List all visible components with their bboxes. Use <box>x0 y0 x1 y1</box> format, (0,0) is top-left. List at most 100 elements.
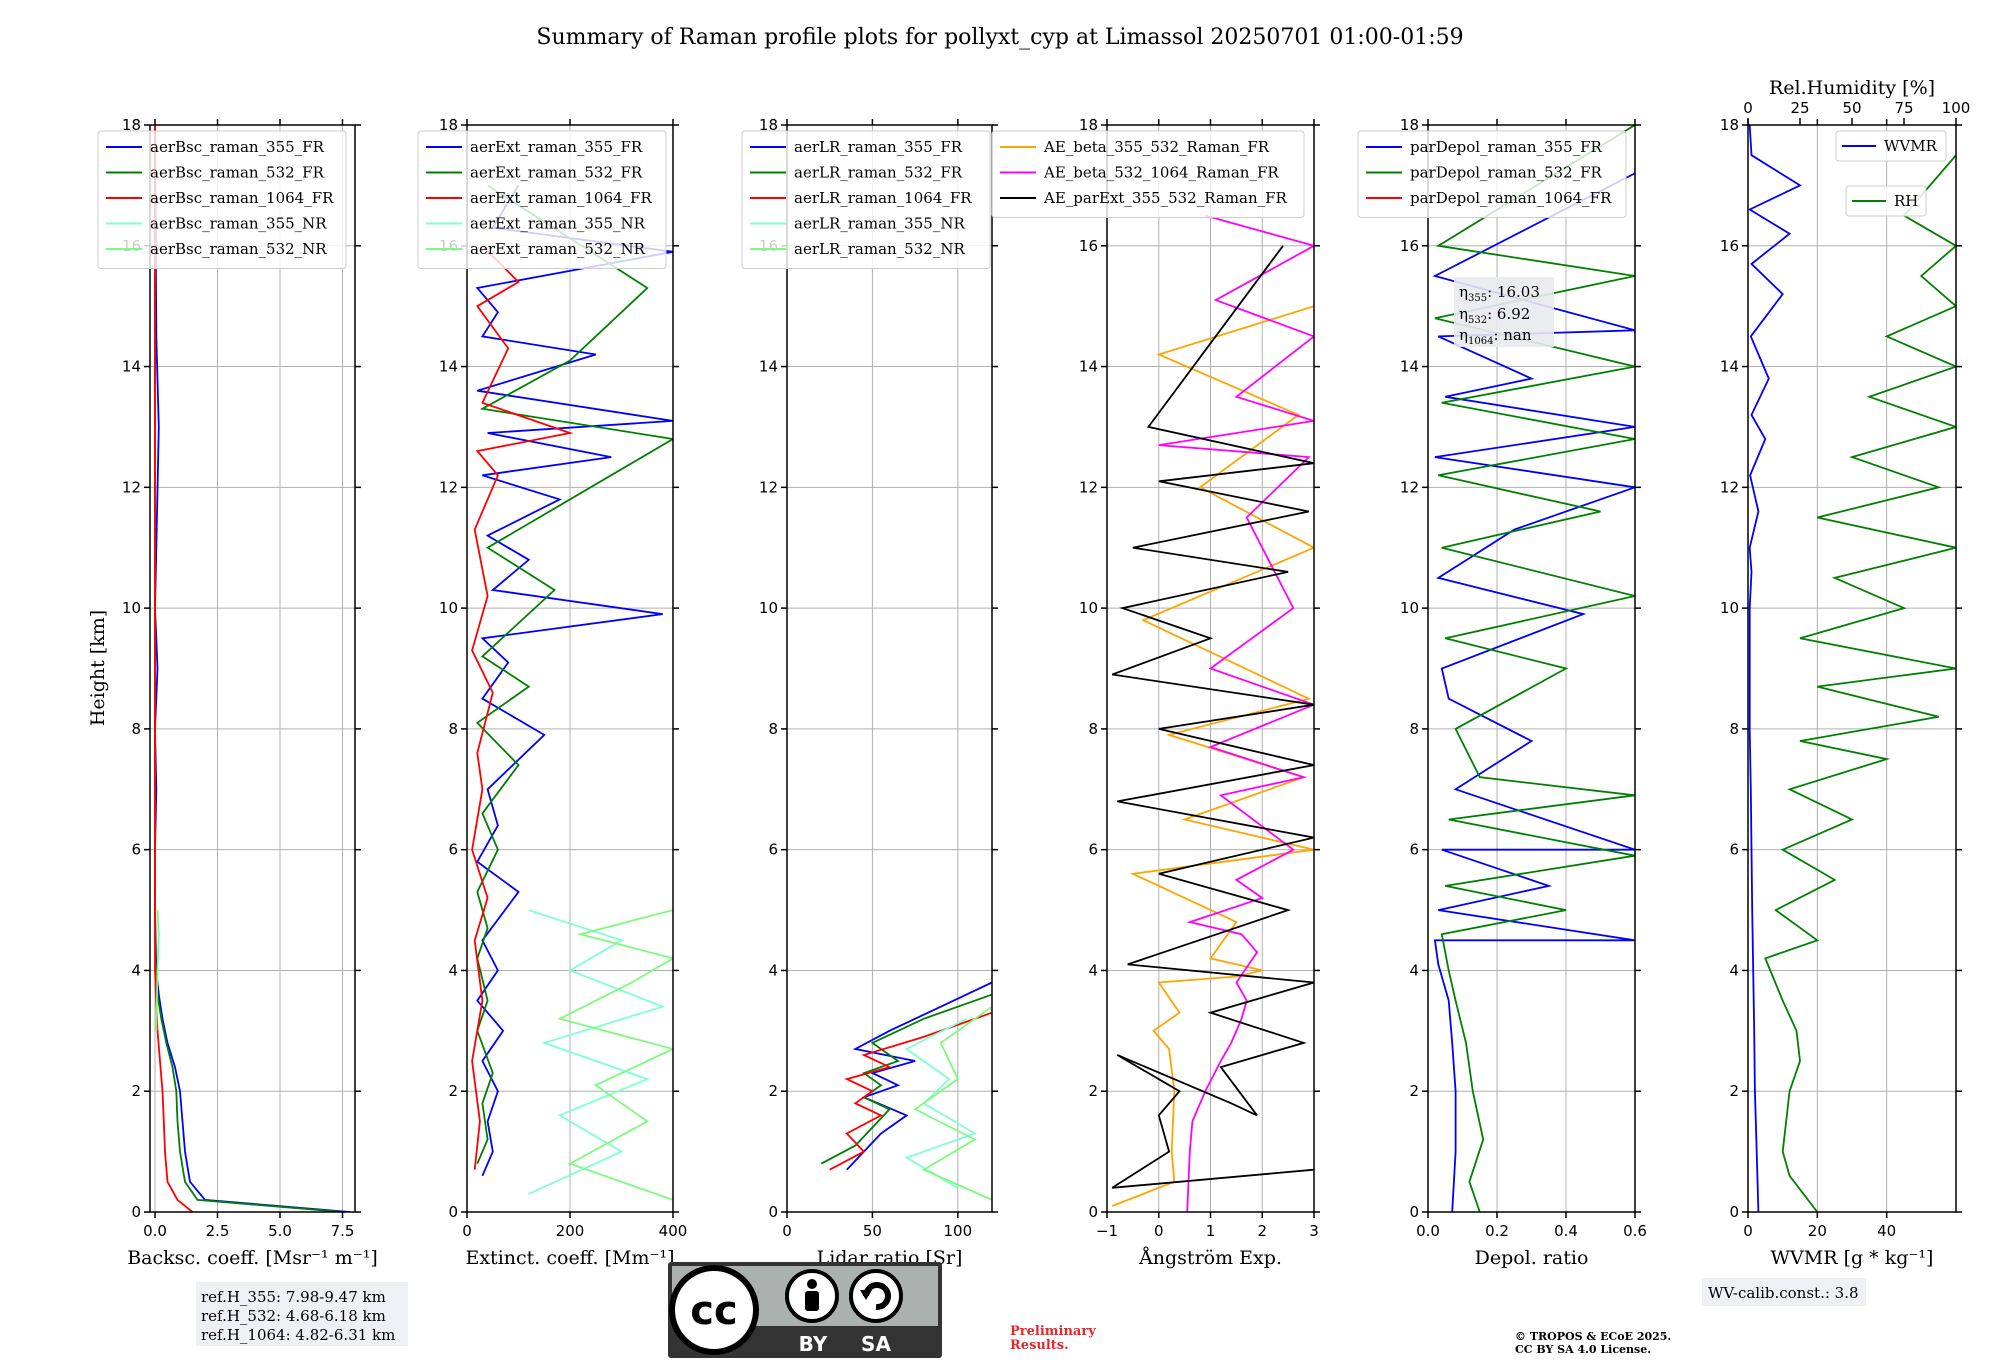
y-tick-label: 0 <box>768 1203 778 1221</box>
by-person-head <box>807 1279 817 1289</box>
x-axis-label: Ångström Exp. <box>1138 1247 1282 1269</box>
series-AE_beta_355_532_Raman_FR <box>1111 305 1314 1207</box>
x-tick-label: 0.6 <box>1623 1222 1647 1240</box>
y-tick-label: 8 <box>1088 720 1098 738</box>
y-axis-label: Height [km] <box>87 610 109 726</box>
series-aerBsc_raman_1064_FR <box>154 125 194 1212</box>
ref-height-532: ref.H_532: 4.68-6.18 km <box>201 1307 386 1325</box>
legend-label: aerLR_raman_355_NR <box>794 215 965 233</box>
x-tick-label: 0 <box>1743 1222 1753 1240</box>
y-tick-label: 18 <box>1079 116 1098 134</box>
series-parDepol_raman_355_FR <box>1432 172 1635 1212</box>
by-person-body <box>805 1291 819 1311</box>
x-tick-label: 0 <box>1154 1222 1164 1240</box>
legend-label: aerLR_raman_355_FR <box>794 138 963 156</box>
axes-frame <box>1747 124 1957 1213</box>
x-tick-label: 40 <box>1877 1222 1896 1240</box>
series-aerExt_raman_532_FR <box>475 184 673 1165</box>
y-tick-label: 0 <box>448 1203 458 1221</box>
x-tick-label: 0.2 <box>1485 1222 1509 1240</box>
y-tick-label: 8 <box>768 720 778 738</box>
legend: aerBsc_raman_355_FR aerBsc_raman_532_FRae… <box>97 130 347 269</box>
series-aerLR_raman_355_FR <box>846 981 992 1171</box>
x-tick-label: 100 <box>944 1222 973 1240</box>
legend-label: RH <box>1894 192 1918 210</box>
legend: aerExt_raman_355_FR aerExt_raman_532_FRae… <box>417 130 667 269</box>
wv-calib-const: WV-calib.const.: 3.8 <box>1708 1284 1859 1302</box>
y-tick-label: 18 <box>439 116 458 134</box>
y-tick-label: 14 <box>122 358 141 376</box>
axes-frame <box>786 124 993 1213</box>
legend-box <box>991 130 1305 218</box>
series-aerExt_raman_355_NR <box>528 909 666 1195</box>
ref-height-355: ref.H_355: 7.98-9.47 km <box>201 1288 386 1306</box>
panel-ext: 0246810121416180200400Extinct. coeff. [M… <box>417 116 687 1269</box>
legend: aerLR_raman_355_FR aerLR_raman_532_FR aerL… <box>741 130 991 269</box>
wv-calib-info: WV-calib.const.: 3.8 <box>1702 1278 1866 1306</box>
y-tick-label: 6 <box>768 841 778 859</box>
y-tick-label: 6 <box>1409 841 1419 859</box>
y-tick-label: 10 <box>759 599 778 617</box>
y-tick-label: 2 <box>768 1082 778 1100</box>
legend-label: AE_parExt_355_532_Raman_FR <box>1043 189 1288 207</box>
x-tick-label: 0.0 <box>143 1222 167 1240</box>
y-tick-label: 0 <box>1729 1203 1739 1221</box>
x-tick-label: 3 <box>1309 1222 1319 1240</box>
x-tick-label: 20 <box>1808 1222 1827 1240</box>
legend-label: aerBsc_raman_355_NR <box>150 215 327 233</box>
x2-axis-label: Rel.Humidity [%] <box>1769 77 1935 99</box>
series-aerExt_raman_532_NR <box>557 909 673 1201</box>
legend-label: aerExt_raman_355_NR <box>470 215 646 233</box>
legend-label: AE_beta_532_1064_Raman_FR <box>1043 164 1279 182</box>
x-tick-label: 2.5 <box>206 1222 230 1240</box>
sa-arrow-arc <box>863 1282 891 1311</box>
y-tick-label: 6 <box>131 841 141 859</box>
cc-circle-icon <box>669 1265 759 1355</box>
preliminary-line2: Results. <box>1010 1338 1069 1353</box>
y-tick-label: 18 <box>122 116 141 134</box>
y-tick-label: 8 <box>1409 720 1419 738</box>
ref-height-box <box>196 1282 408 1346</box>
axes-frame <box>466 124 674 1213</box>
legend-WVMR: WVMR <box>1835 130 1947 162</box>
y-tick-label: 10 <box>439 599 458 617</box>
x-axis-label: Depol. ratio <box>1475 1247 1589 1269</box>
x-tick-label: 0 <box>462 1222 472 1240</box>
preliminary-line1: Preliminary <box>1010 1324 1096 1339</box>
y-tick-label: 8 <box>1729 720 1739 738</box>
y-tick-label: 10 <box>122 599 141 617</box>
y-tick-label: 10 <box>1720 599 1739 617</box>
eta-532: η532: 6.92 <box>1459 305 1530 326</box>
y-tick-label: 16 <box>1079 237 1098 255</box>
axes-frame <box>1106 124 1315 1213</box>
series-aerLR_raman_532_FR <box>820 993 992 1165</box>
x-axis-label: WVMR [g * kg⁻¹] <box>1771 1247 1934 1269</box>
y-tick-label: 16 <box>1400 237 1419 255</box>
legend-box <box>417 130 667 269</box>
x-axis-label: Extinct. coeff. [Mm⁻¹] <box>465 1247 674 1269</box>
y-tick-label: 6 <box>1729 841 1739 859</box>
sa-label: SA <box>861 1332 891 1356</box>
series-group <box>471 184 673 1201</box>
y-tick-label: 14 <box>759 358 778 376</box>
series-aerBsc_raman_355_FR <box>154 125 351 1212</box>
x-tick-label: 0.4 <box>1554 1222 1578 1240</box>
legend: parDepol_raman_355_FR parDepol_raman_532_… <box>1357 130 1627 218</box>
y-tick-label: 4 <box>1409 961 1419 979</box>
copyright-line2: CC BY SA 4.0 License. <box>1515 1343 1651 1356</box>
y-tick-label: 0 <box>1088 1203 1098 1221</box>
legend-label: aerLR_raman_532_FR <box>794 164 963 182</box>
series-aerLR_raman_1064_FR <box>829 1011 992 1171</box>
legend-box <box>97 130 347 269</box>
y-tick-label: 16 <box>1720 237 1739 255</box>
series-AE_parExt_355_532_Raman_FR <box>1111 245 1314 1189</box>
legend: AE_beta_355_532_Raman_FR AE_beta_532_1064… <box>991 130 1305 218</box>
x-tick-label: 0.0 <box>1416 1222 1440 1240</box>
y-tick-label: 12 <box>122 478 141 496</box>
y-tick-label: 4 <box>448 961 458 979</box>
x2-tick-label: 25 <box>1790 99 1809 117</box>
series-group <box>154 125 351 1212</box>
legend-label: aerBsc_raman_1064_FR <box>150 189 334 207</box>
x-tick-label: 7.5 <box>331 1222 355 1240</box>
